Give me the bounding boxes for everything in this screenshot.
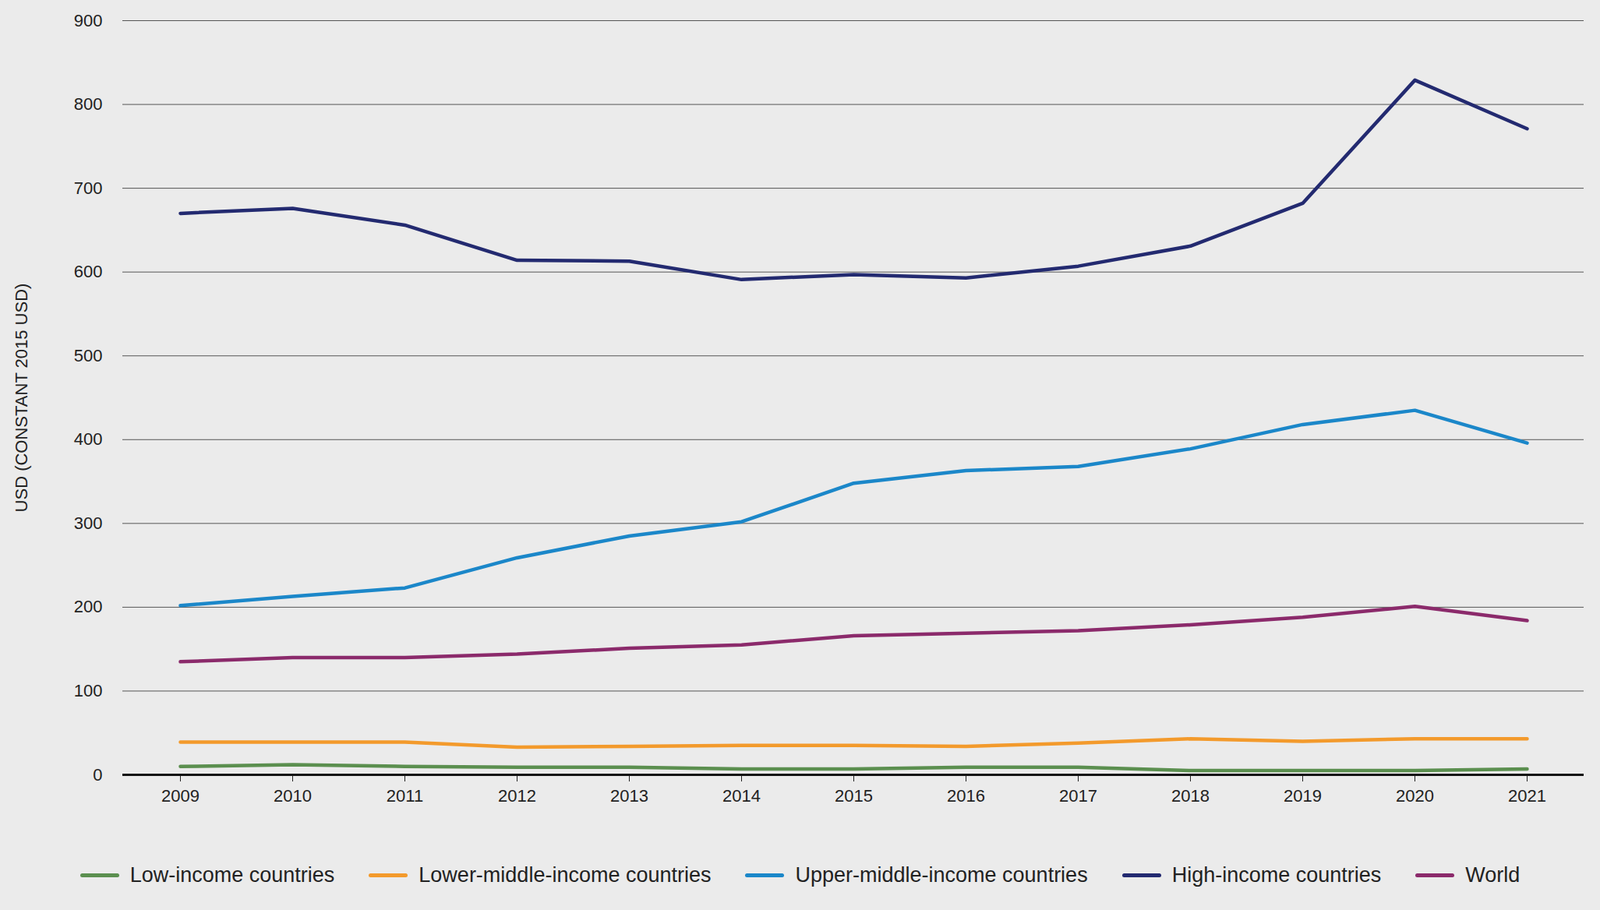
svg-text:2009: 2009 — [161, 786, 200, 806]
html-text:World: World — [1465, 863, 1520, 887]
svg-text:600: 600 — [74, 261, 103, 282]
svg-text:200: 200 — [74, 596, 103, 617]
svg-text:2010: 2010 — [273, 786, 312, 806]
html-text:High-income countries: High-income countries — [1171, 863, 1382, 887]
svg-text:2015: 2015 — [834, 786, 873, 806]
svg-text:2021: 2021 — [1508, 786, 1547, 806]
svg-text:2017: 2017 — [1059, 786, 1098, 806]
html-text:Low-income countries: Low-income countries — [129, 863, 335, 887]
svg-text:800: 800 — [74, 94, 103, 114]
svg-text:2011: 2011 — [386, 786, 424, 806]
svg-text:USD (CONSTANT 2015 USD): USD (CONSTANT 2015 USD) — [11, 283, 32, 513]
svg-text:900: 900 — [74, 10, 103, 31]
svg-text:2014: 2014 — [722, 786, 761, 806]
svg-text:0: 0 — [92, 765, 103, 785]
svg-text:2013: 2013 — [610, 786, 649, 806]
svg-text:2016: 2016 — [946, 786, 986, 806]
svg-text:2019: 2019 — [1283, 786, 1322, 806]
svg-text:400: 400 — [74, 429, 103, 449]
svg-text:2012: 2012 — [498, 786, 537, 806]
svg-text:500: 500 — [74, 346, 103, 366]
html-text:Lower-middle-income countries: Lower-middle-income countries — [418, 863, 712, 887]
svg-text:300: 300 — [74, 513, 103, 534]
html-text:Upper-middle-income countries: Upper-middle-income countries — [795, 863, 1088, 887]
svg-text:2018: 2018 — [1171, 786, 1210, 806]
svg-text:2020: 2020 — [1395, 786, 1434, 806]
svg-text:100: 100 — [74, 681, 103, 701]
svg-text:700: 700 — [74, 178, 103, 198]
